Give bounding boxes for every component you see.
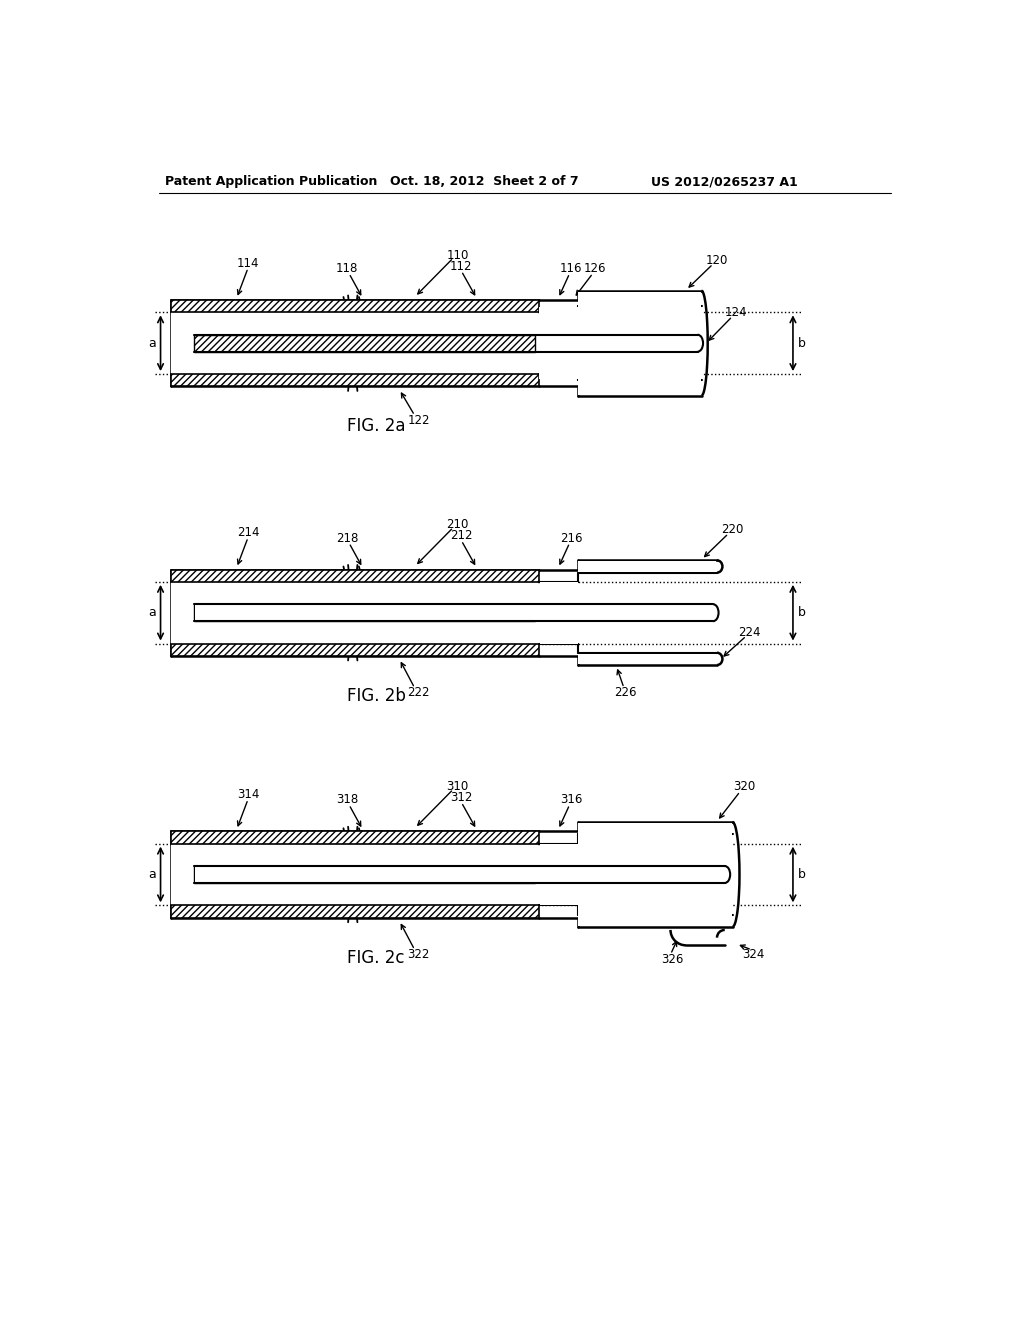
Text: FIG. 2c: FIG. 2c [347, 949, 404, 966]
Text: 330: 330 [301, 865, 327, 879]
Text: 222: 222 [408, 686, 430, 700]
Bar [579, 292, 700, 395]
Text: b: b [798, 606, 806, 619]
Bar [579, 561, 716, 572]
Text: 212: 212 [450, 529, 472, 543]
Bar [171, 300, 539, 313]
Text: 218: 218 [336, 532, 358, 545]
Text: FIG. 2a: FIG. 2a [347, 417, 406, 436]
Bar [579, 822, 732, 927]
Text: a: a [148, 869, 156, 880]
Bar [194, 605, 535, 622]
Text: Patent Application Publication: Patent Application Publication [165, 176, 378, 187]
Text: 230: 230 [301, 603, 327, 618]
Text: 312: 312 [451, 791, 472, 804]
Bar [171, 374, 539, 387]
Bar [171, 644, 539, 656]
Text: 120: 120 [706, 253, 728, 267]
Text: US 2012/0265237 A1: US 2012/0265237 A1 [651, 176, 798, 187]
Text: 214: 214 [237, 527, 259, 539]
Text: 316: 316 [560, 793, 583, 807]
Text: 112: 112 [450, 260, 472, 273]
Text: 122: 122 [408, 413, 430, 426]
Bar [195, 605, 578, 620]
Text: 210: 210 [446, 519, 469, 532]
Text: 224: 224 [738, 626, 761, 639]
Bar [171, 582, 538, 644]
Text: 220: 220 [721, 523, 743, 536]
Bar [171, 313, 538, 374]
Text: Oct. 18, 2012  Sheet 2 of 7: Oct. 18, 2012 Sheet 2 of 7 [390, 176, 579, 187]
Text: 116: 116 [560, 261, 583, 275]
Text: b: b [798, 337, 806, 350]
Bar [540, 843, 578, 906]
Bar [195, 867, 578, 882]
Text: 110: 110 [446, 249, 469, 261]
Bar [579, 653, 716, 664]
Bar [171, 832, 539, 843]
Text: 326: 326 [660, 953, 683, 966]
Text: FIG. 2b: FIG. 2b [346, 686, 406, 705]
Bar [539, 308, 701, 379]
Text: 322: 322 [408, 948, 430, 961]
Text: b: b [798, 869, 806, 880]
Text: 118: 118 [336, 261, 358, 275]
Text: a: a [148, 337, 156, 350]
Text: 124: 124 [725, 306, 748, 319]
Bar [194, 866, 535, 883]
Bar [194, 335, 535, 351]
Text: 324: 324 [742, 948, 765, 961]
Bar [171, 843, 538, 906]
Bar [540, 582, 578, 644]
Bar [171, 570, 539, 582]
Text: 318: 318 [336, 793, 358, 807]
Text: 130: 130 [301, 334, 328, 348]
Text: 114: 114 [237, 256, 259, 269]
Text: 310: 310 [446, 780, 469, 793]
Text: 314: 314 [237, 788, 259, 801]
Text: 226: 226 [614, 686, 637, 700]
Text: 216: 216 [560, 532, 583, 545]
Text: 126: 126 [584, 261, 606, 275]
Text: 320: 320 [733, 780, 756, 793]
Text: a: a [148, 606, 156, 619]
Bar [171, 906, 539, 917]
